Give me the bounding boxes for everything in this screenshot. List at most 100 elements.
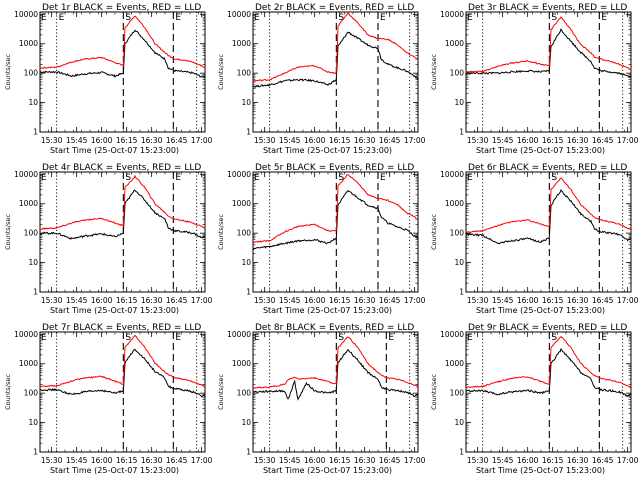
x-tick-label: 15:30: [41, 296, 63, 305]
y-axis-label: Counts/sec: [4, 54, 12, 90]
y-tick-label: 1: [459, 128, 464, 137]
y-tick-label: 100: [237, 389, 252, 398]
marker-label: E: [59, 13, 65, 23]
x-tick-label: 16:30: [354, 136, 376, 145]
y-tick-label: 10: [28, 418, 38, 427]
x-tick-label: 15:45: [279, 456, 301, 465]
events-series-line: [252, 189, 419, 251]
marker-label: E: [467, 13, 473, 23]
x-axis-label: Start Time (25-Oct-07 15:23:00): [50, 466, 179, 475]
plot-frame: [252, 11, 419, 133]
x-tick-label: 16:15: [542, 136, 564, 145]
plot-frame: [39, 171, 206, 293]
marker-label: E: [41, 333, 47, 343]
x-tick-label: 15:45: [279, 296, 301, 305]
y-tick-label: 1: [33, 448, 38, 457]
x-tick-label: 17:00: [404, 456, 426, 465]
x-axis-label: Start Time (25-Oct-07 15:23:00): [476, 466, 605, 475]
events-series-line: [39, 348, 206, 398]
plot-frame: [465, 331, 632, 453]
y-tick-label: 1000: [19, 199, 38, 208]
y-axis-label: Counts/sec: [430, 214, 438, 250]
x-axis-label: Start Time (25-Oct-07 15:23:00): [50, 146, 179, 155]
y-tick-label: 10: [454, 258, 464, 267]
y-tick-label: 10: [454, 98, 464, 107]
x-tick-label: 16:30: [567, 136, 589, 145]
panel-det-6: Det 6r BLACK = Events, RED = LLD 1 10 100 10…: [430, 163, 639, 315]
events-series-line: [39, 189, 206, 240]
panel-title: Det 6r BLACK = Events, RED = LLD: [468, 163, 627, 173]
marker-label: E: [175, 333, 181, 343]
y-tick-label: 1000: [445, 39, 464, 48]
panel-title: Det 2r BLACK = Events, RED = LLD: [255, 3, 414, 13]
lld-series-line: [465, 177, 632, 233]
marker-label: E: [467, 333, 473, 343]
panel-title: Det 3r BLACK = Events, RED = LLD: [468, 3, 627, 13]
x-tick-label: 15:45: [66, 136, 88, 145]
x-tick-label: 16:00: [304, 456, 326, 465]
marker-label: E: [388, 333, 394, 343]
marker-label: S: [125, 173, 131, 183]
x-axis-label: Start Time (25-Oct-07 15:23:00): [476, 146, 605, 155]
panel-det-1: Det 1r BLACK = Events, RED = LLD 1 10 100 10…: [4, 3, 213, 155]
y-tick-label: 1: [459, 448, 464, 457]
x-tick-label: 16:15: [329, 296, 351, 305]
x-tick-label: 16:45: [379, 136, 401, 145]
marker-label: E: [601, 333, 607, 343]
y-tick-label: 1: [246, 288, 251, 297]
y-tick-label: 10000: [440, 170, 464, 179]
x-axis-label: Start Time (25-Oct-07 15:23:00): [50, 306, 179, 315]
x-axis-label: Start Time (25-Oct-07 15:23:00): [476, 306, 605, 315]
x-tick-label: 16:00: [91, 296, 113, 305]
plot-frame: [465, 171, 632, 293]
y-tick-label: 1000: [445, 199, 464, 208]
lld-series-line: [39, 334, 206, 388]
y-tick-label: 10: [241, 98, 251, 107]
y-tick-label: 100: [24, 229, 39, 238]
panel-title: Det 1r BLACK = Events, RED = LLD: [42, 3, 201, 13]
x-tick-label: 16:30: [141, 296, 163, 305]
y-tick-label: 10000: [14, 10, 38, 19]
x-tick-label: 15:45: [492, 456, 514, 465]
marker-label: E: [254, 13, 260, 23]
y-tick-label: 10000: [227, 10, 251, 19]
lld-series-line: [252, 12, 419, 82]
x-tick-label: 16:00: [304, 296, 326, 305]
x-tick-label: 15:30: [41, 136, 63, 145]
marker-label: S: [551, 173, 557, 183]
x-tick-label: 16:00: [91, 136, 113, 145]
marker-label: E: [467, 173, 473, 183]
y-tick-label: 100: [237, 69, 252, 78]
lld-series-line: [252, 336, 419, 389]
marker-label: S: [551, 333, 557, 343]
y-tick-label: 100: [237, 229, 252, 238]
x-tick-label: 16:30: [141, 456, 163, 465]
x-tick-label: 15:30: [467, 296, 489, 305]
x-tick-label: 16:00: [517, 296, 539, 305]
y-tick-label: 1000: [232, 199, 251, 208]
plot-frame: [252, 171, 419, 293]
x-tick-label: 16:45: [379, 456, 401, 465]
y-axis-label: Counts/sec: [217, 54, 225, 90]
x-tick-label: 16:15: [116, 296, 138, 305]
events-series-line: [465, 347, 632, 398]
x-tick-label: 16:45: [379, 296, 401, 305]
x-tick-label: 15:30: [254, 456, 276, 465]
marker-label: E: [41, 13, 47, 23]
x-tick-label: 16:30: [567, 456, 589, 465]
y-tick-label: 1: [459, 288, 464, 297]
x-tick-label: 15:45: [279, 136, 301, 145]
y-tick-label: 1: [33, 288, 38, 297]
x-tick-label: 15:45: [492, 136, 514, 145]
y-tick-label: 1000: [232, 39, 251, 48]
x-axis-label: Start Time (25-Oct-07 15:23:00): [263, 146, 392, 155]
y-tick-label: 10000: [14, 330, 38, 339]
x-tick-label: 16:45: [166, 296, 188, 305]
x-tick-label: 16:45: [592, 296, 614, 305]
x-tick-label: 16:00: [517, 456, 539, 465]
x-tick-label: 16:45: [166, 136, 188, 145]
events-series-line: [39, 29, 206, 78]
x-tick-label: 15:30: [467, 136, 489, 145]
